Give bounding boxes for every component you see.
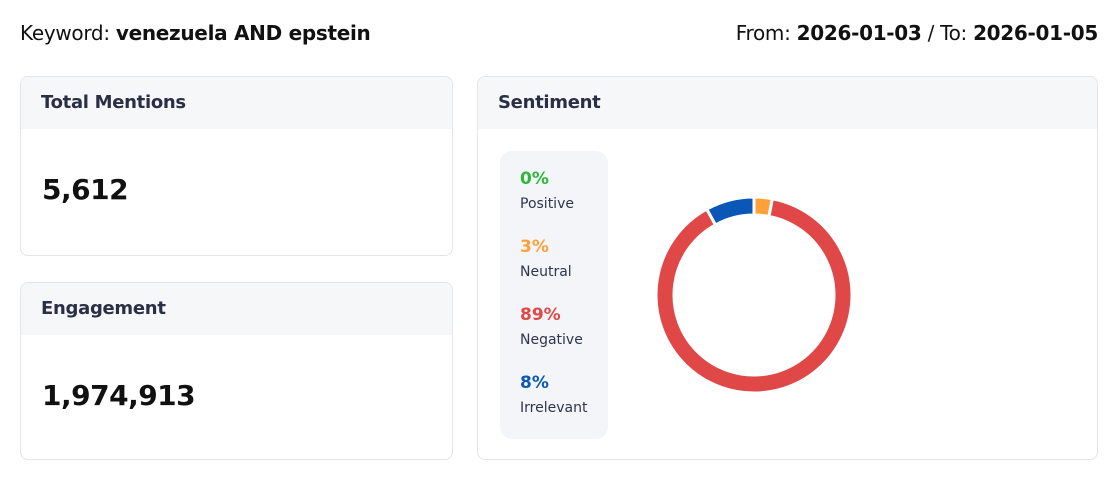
from-label: From: — [735, 21, 791, 45]
positive-pct: 0% — [520, 169, 549, 189]
keyword-value: venezuela AND epstein — [115, 21, 371, 45]
irrelevant-pct: 8% — [520, 373, 549, 393]
positive-label: Positive — [520, 196, 574, 212]
engagement-card: Engagement 1,974,913 — [20, 282, 453, 460]
total-mentions-card: Total Mentions 5,612 — [20, 76, 453, 256]
card-title: Sentiment — [478, 77, 1097, 129]
neutral-label: Neutral — [520, 264, 572, 280]
legend-negative: 89% Negative — [520, 305, 608, 373]
from-date: 2026-01-03 — [796, 21, 922, 45]
keyword-header: Keyword: venezuela AND epstein — [20, 21, 371, 45]
to-label: / To: — [927, 21, 968, 45]
card-title: Total Mentions — [21, 77, 452, 129]
sentiment-card: Sentiment 0% Positive 3% Neutral 89% Negati… — [477, 76, 1098, 460]
donut-slice-negative — [654, 196, 854, 395]
legend-irrelevant: 8% Irrelevant — [520, 373, 608, 441]
donut-slice-irrelevant — [704, 195, 756, 227]
legend-positive: 0% Positive — [520, 169, 608, 237]
card-title: Engagement — [21, 283, 452, 335]
total-mentions-value: 5,612 — [42, 173, 129, 206]
date-range: From: 2026-01-03 / To: 2026-01-05 — [735, 21, 1099, 45]
keyword-label: Keyword: — [20, 21, 110, 45]
negative-pct: 89% — [520, 305, 561, 325]
sentiment-donut-chart — [654, 195, 854, 395]
negative-label: Negative — [520, 332, 583, 348]
neutral-pct: 3% — [520, 237, 549, 257]
to-date: 2026-01-05 — [973, 21, 1098, 45]
engagement-value: 1,974,913 — [42, 379, 196, 412]
irrelevant-label: Irrelevant — [520, 400, 588, 416]
legend-neutral: 3% Neutral — [520, 237, 608, 305]
sentiment-legend: 0% Positive 3% Neutral 89% Negative 8% Irrel… — [500, 151, 608, 439]
